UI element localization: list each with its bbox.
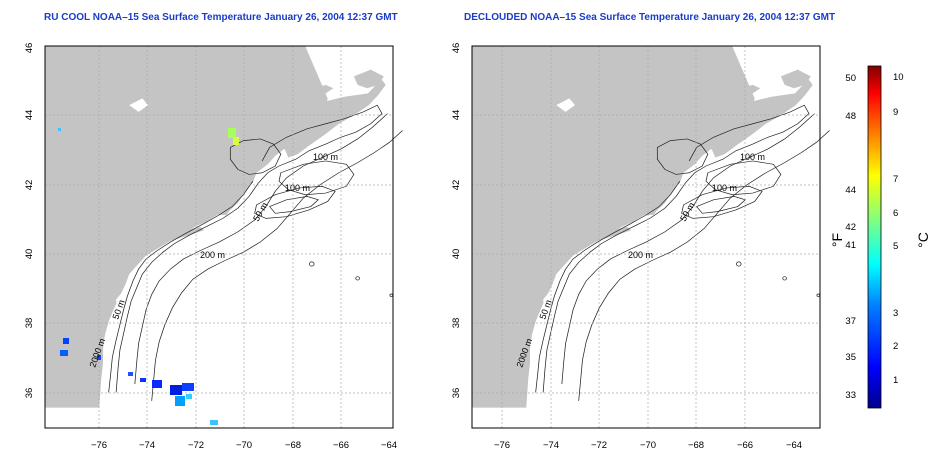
right-lat-ticks: 36 38 40 42 44 46 [451,43,462,399]
c-tick: 5 [893,241,898,252]
right-lon-tick: −76 [494,440,510,451]
fahrenheit-unit-label: °F [829,233,845,247]
right-lat-tick: 44 [451,110,462,121]
left-panel-title: RU COOL NOAA–15 Sea Surface Temperature … [44,12,398,23]
f-tick: 33 [845,390,856,401]
right-grid [472,46,820,428]
left-lat-tick: 38 [24,318,35,329]
right-map-panel: 100 m 100 m 50 m 200 m 50 m 2000 m −76 −… [451,43,830,451]
right-lon-tick: −66 [737,440,753,451]
left-map-panel: 100 m 100 m 50 m 200 m 50 m 2000 m −76 −… [24,43,403,451]
right-lon-ticks: −76 −74 −72 −70 −68 −66 −64 [494,440,802,451]
left-lon-ticks: −76 −74 −72 −70 −68 −66 −64 [91,440,397,451]
left-lon-tick: −64 [381,440,397,451]
f-tick: 41 [845,240,856,251]
celsius-unit-label: °C [915,232,931,248]
left-lat-tick: 46 [24,43,35,54]
f-tick: 44 [845,185,856,196]
c-tick: 2 [893,341,898,352]
right-label-200m: 200 m [628,250,653,260]
left-lake [129,98,148,112]
temperature-colorbar: 50 48 44 42 41 37 35 33 10 9 7 6 5 3 2 1… [829,65,931,409]
right-panel-title: DECLOUDED NOAA–15 Sea Surface Temperatur… [464,12,836,23]
left-grid [45,46,393,428]
right-frame [471,45,821,429]
f-tick: 42 [845,222,856,233]
c-tick: 6 [893,208,898,219]
f-tick: 48 [845,111,856,122]
left-lon-tick: −76 [91,440,107,451]
left-lon-tick: −70 [236,440,252,451]
c-tick: 1 [893,375,898,386]
left-lat-tick: 36 [24,388,35,399]
right-label-100m-a: 100 m [740,152,765,162]
right-lat-tick: 36 [451,388,462,399]
c-tick: 7 [893,174,898,185]
right-lake [556,98,575,112]
right-lon-tick: −72 [591,440,607,451]
left-lon-tick: −74 [139,440,155,451]
right-lat-tick: 42 [451,180,462,191]
left-sst-pixels [58,128,239,425]
right-lon-tick: −64 [786,440,802,451]
left-lat-tick: 40 [24,249,35,260]
right-lat-tick: 46 [451,43,462,54]
c-tick: 3 [893,308,898,319]
right-lon-tick: −68 [688,440,704,451]
left-lat-tick: 44 [24,110,35,121]
celsius-ticks: 10 9 7 6 5 3 2 1 [893,72,904,386]
right-lon-tick: −70 [640,440,656,451]
colorbar-gradient [867,65,882,409]
right-label-100m-b: 100 m [712,183,737,193]
right-lat-tick: 38 [451,318,462,329]
left-lat-tick: 42 [24,180,35,191]
left-lon-tick: −72 [188,440,204,451]
left-lat-ticks: 36 38 40 42 44 46 [24,43,35,399]
left-label-200m: 200 m [200,250,225,260]
left-label-100m-a: 100 m [313,152,338,162]
c-tick: 10 [893,72,904,83]
f-tick: 50 [845,73,856,84]
f-tick: 35 [845,352,856,363]
c-tick: 9 [893,107,898,118]
fahrenheit-ticks: 50 48 44 42 41 37 35 33 [845,73,856,401]
left-lon-tick: −68 [285,440,301,451]
left-frame [44,45,394,429]
f-tick: 37 [845,316,856,327]
right-lon-tick: −74 [543,440,559,451]
left-lon-tick: −66 [333,440,349,451]
left-label-100m-b: 100 m [285,183,310,193]
right-lat-tick: 40 [451,249,462,260]
